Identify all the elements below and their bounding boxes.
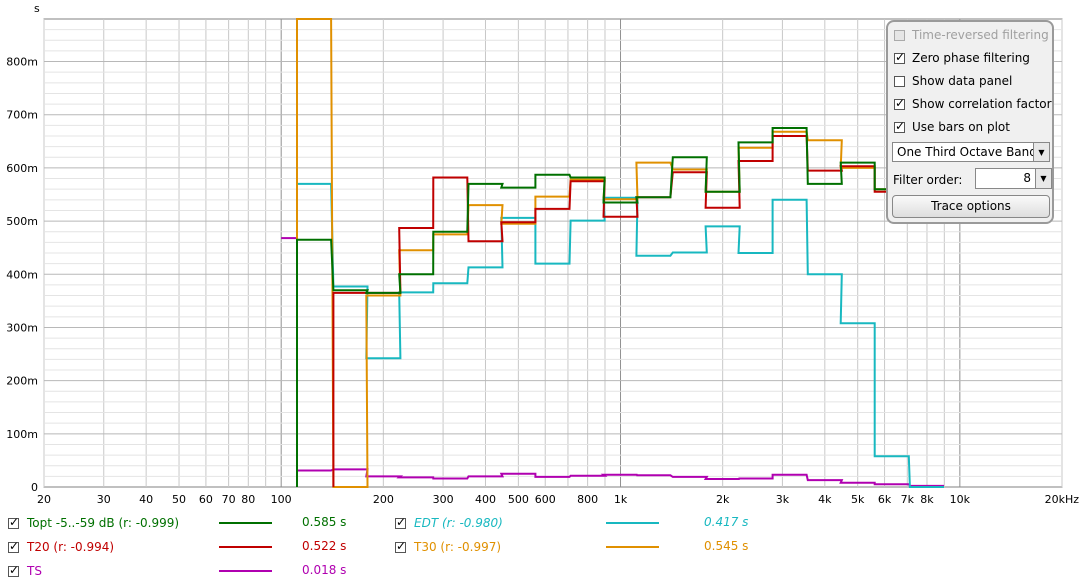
show-correlation-label: Show correlation factor [912,97,1052,111]
x-ticks: 20 30 40 50 60 70 80 100 200 300 400 500 600 800 1k 2k 3… [37,493,1079,506]
trace-options-button[interactable]: Trace options [892,195,1050,218]
x-tick-label: 5k [851,493,865,506]
bands-dropdown[interactable]: One Third Octave Bands ▼ [892,142,1050,162]
y-tick-label: 100m [6,428,38,441]
time-reversed-checkbox [894,29,905,41]
show-correlation-checkbox[interactable] [894,96,905,110]
series-ts [296,468,944,487]
x-tick-label: 400 [475,493,496,506]
legend-label-t20: T20 (r: -0.994) [27,540,115,554]
legend-item-topt[interactable]: Topt -5..-59 dB (r: -0.999) [8,515,179,531]
zero-phase-option[interactable]: Zero phase filtering [894,49,1030,67]
legend-value-t30: 0.545 s [704,539,749,553]
x-tick-label: 7k [901,493,915,506]
time-reversed-label: Time-reversed filtering [912,28,1049,42]
legend-label-t30: T30 (r: -0.997) [414,540,502,554]
topt-checkbox[interactable] [8,515,19,529]
x-tick-label: 1k [614,493,628,506]
legend-value-topt: 0.585 s [302,515,347,529]
legend-item-t30[interactable]: T30 (r: -0.997) [395,539,501,555]
y-tick-label: 300m [6,321,38,334]
x-tick-label: 6k [878,493,892,506]
legend-swatch-ts [219,570,272,572]
chevron-down-icon[interactable]: ▼ [1033,143,1049,161]
x-tick-label: 20kHz [1045,493,1080,506]
legend-value-edt: 0.417 s [704,515,749,529]
y-tick-label: 700m [6,109,38,122]
x-tick-label: 40 [139,493,153,506]
series [281,18,944,488]
series-topt [296,127,944,487]
show-data-panel-label: Show data panel [912,74,1013,88]
x-tick-label: 800 [577,493,598,506]
legend-label-ts: TS [27,564,42,578]
x-tick-label: 2k [716,493,730,506]
time-reversed-option: Time-reversed filtering [894,26,1049,44]
y-tick-label: 800m [6,56,38,69]
show-data-panel-option[interactable]: Show data panel [894,72,1012,90]
ts-checkbox[interactable] [8,563,19,577]
legend-label-topt: Topt -5..-59 dB (r: -0.999) [27,516,180,530]
legend-item-ts[interactable]: TS [8,563,42,579]
edt-checkbox[interactable] [395,515,406,529]
legend-value-ts: 0.018 s [302,563,347,577]
x-tick-label: 200 [373,493,394,506]
control-panel: Time-reversed filtering Zero phase filte… [886,20,1054,224]
show-data-panel-checkbox[interactable] [894,75,905,87]
legend-swatch-t30 [606,546,659,548]
use-bars-option[interactable]: Use bars on plot [894,118,1010,136]
legend-item-edt[interactable]: EDT (r: -0.980) [395,515,503,531]
filter-order-dropdown[interactable]: 8 ▼ [975,168,1052,189]
t20-checkbox[interactable] [8,539,19,553]
y-tick-label: 600m [6,162,38,175]
x-tick-label: 60 [199,493,213,506]
legend-swatch-topt [219,522,272,524]
y-tick-label: 400m [6,268,38,281]
bands-value: One Third Octave Bands [897,145,1044,159]
legend-value-t20: 0.522 s [302,539,347,553]
legend-swatch-t20 [219,546,272,548]
filter-order-label: Filter order: [893,173,963,187]
legend-swatch-edt [606,522,659,524]
x-tick-label: 70 [222,493,236,506]
chevron-down-icon[interactable]: ▼ [1035,169,1051,188]
y-tick-label: 0 [31,481,38,494]
zero-phase-label: Zero phase filtering [912,51,1030,65]
t30-checkbox[interactable] [395,539,406,553]
zero-phase-checkbox[interactable] [894,50,905,64]
x-tick-label: 300 [433,493,454,506]
y-ticks: 0 100m 200m 300m 400m 500m 600m 700m 800m [6,56,38,494]
filter-order-value: 8 [1023,171,1031,185]
legend-label-edt: EDT (r: -0.980) [414,516,503,530]
y-tick-label: 200m [6,375,38,388]
x-tick-label: 3k [776,493,790,506]
x-tick-label: 4k [818,493,832,506]
x-tick-label: 10k [950,493,971,506]
use-bars-label: Use bars on plot [912,120,1010,134]
x-tick-label: 20 [37,493,51,506]
show-correlation-option[interactable]: Show correlation factor [894,95,1052,113]
x-tick-label: 500 [508,493,529,506]
x-tick-label: 30 [97,493,111,506]
x-tick-label: 600 [535,493,556,506]
y-axis-unit: s [34,2,40,15]
x-tick-label: 100 [271,493,292,506]
legend-item-t20[interactable]: T20 (r: -0.994) [8,539,114,555]
x-tick-label: 8k [920,493,934,506]
x-tick-label: 50 [172,493,186,506]
use-bars-checkbox[interactable] [894,119,905,133]
y-tick-label: 500m [6,215,38,228]
x-tick-label: 80 [241,493,255,506]
